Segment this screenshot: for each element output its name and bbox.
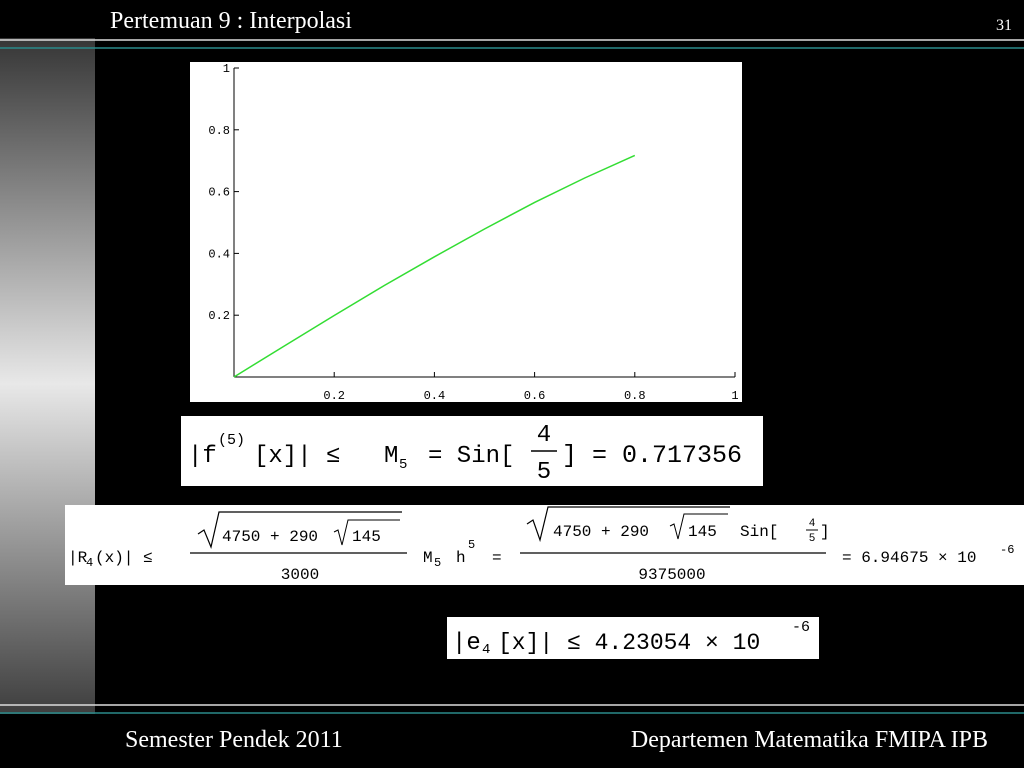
chart: 0.2 0.4 0.6 0.8 1 0.2 0.4 0.6 0.8 1 [190,62,742,403]
formula-text: 4750 + 290 [553,523,649,541]
radical [333,519,400,546]
formula-text: 5 [468,538,475,552]
y-tick-label: 0.6 [208,186,230,200]
formula-text: 5 [434,556,441,570]
y-tick-label: 0.2 [208,309,230,323]
formula-text: 145 [352,528,381,546]
y-tick-label: 1 [223,62,230,76]
side-bar [0,0,95,768]
radical [526,506,730,543]
formula-text: 5 [399,457,407,473]
formula-text: M [384,443,398,470]
formula-text: 5 [537,459,551,486]
y-tick-label: 0.4 [208,247,230,261]
formula-box [181,416,763,486]
formula-text: = [492,549,502,567]
formula-text: M [423,549,433,567]
formula-text: 4 [537,422,551,449]
formula-text: -6 [1000,543,1014,557]
formula-text: h [456,549,466,567]
radical [669,513,728,540]
formula-text: |R [68,549,88,567]
chart-background [190,62,742,402]
formula-text: [x]| ≤ [254,443,340,470]
formula-box [65,505,1024,585]
x-tick-label: 0.4 [424,389,446,403]
formula-text: 5 [809,533,816,545]
formula-text: 4 [86,556,93,570]
page-number: 31 [996,17,1012,34]
formula: |f (5) [x]| ≤ M 5 = Sin[ 4 5 ] = 0.71735… [181,416,763,486]
formula-text: 4750 + 290 [222,528,318,546]
formula-text: 4 [482,642,490,658]
slide-title: Pertemuan 9 : Interpolasi [110,8,352,34]
formula-text: (x)| ≤ [95,549,153,567]
formula-text: 3000 [281,566,319,584]
y-tick-label: 0.8 [208,124,230,138]
formula: |R 4 (x)| ≤ 4750 + 290 145 3000 M 5 h 5 … [65,505,1024,585]
x-tick-label: 0.2 [323,389,345,403]
formula-text: (5) [218,432,245,449]
footer-band [0,714,1024,768]
formula-text: Sin[ [740,523,778,541]
formula-box [447,617,819,659]
formula-text: ] = 0.717356 [562,441,742,470]
formula-text: 4 [809,518,816,530]
x-tick-label: 0.8 [624,389,646,403]
x-tick-label: 0.6 [524,389,546,403]
footer-right: Departemen Matematika FMIPA IPB [631,727,988,753]
header-band [0,0,1024,38]
formula-text: 145 [688,523,717,541]
formula-text: ] [820,523,830,541]
formula-text: = 6.94675 × 10 [842,549,976,567]
formula: |e 4 [x]| ≤ 4.23054 × 10 -6 [447,617,819,659]
formula-text: |e [452,630,481,657]
formula-text: 9375000 [638,566,705,584]
data-line [233,154,636,378]
x-tick-label: 1 [731,389,738,403]
formula-text: = Sin[ [428,443,514,470]
formula-text: |f [188,443,217,470]
radical [197,511,402,549]
formula-text: -6 [792,619,810,636]
formula-text: [x]| ≤ 4.23054 × 10 [498,630,760,656]
footer-left: Semester Pendek 2011 [125,727,343,753]
